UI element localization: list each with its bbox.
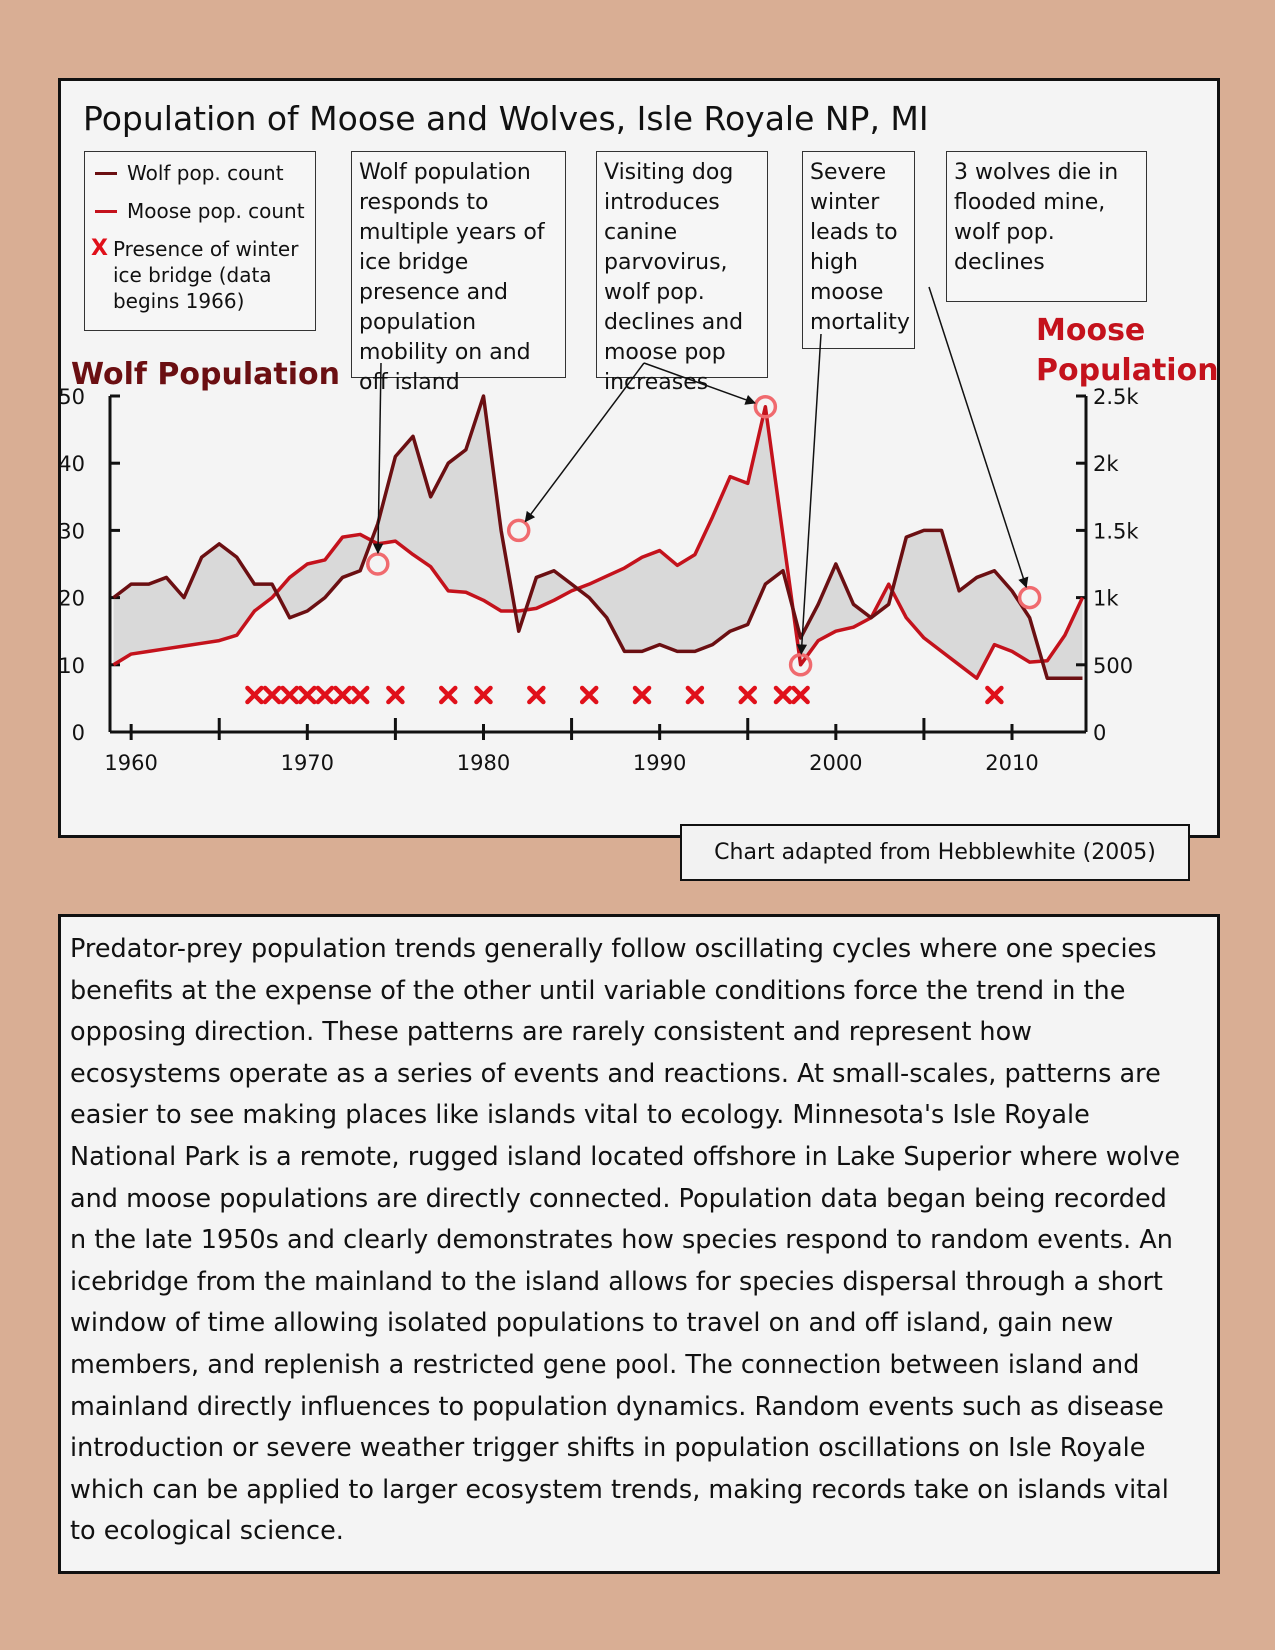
ice-bridge-marker: [579, 685, 599, 705]
ice-bridge-marker: [985, 685, 1004, 705]
right-tick-label: 1k: [1093, 587, 1119, 611]
text-panel: Predator-prey population trends generall…: [58, 914, 1220, 1574]
highlight-circle: [1017, 585, 1042, 610]
left-tick-label: 10: [61, 654, 85, 678]
left-axis-title: Wolf Population: [71, 357, 340, 392]
moose-series-line: [112, 405, 1085, 680]
right-axis-title: Moose Population: [1036, 313, 1219, 388]
annotation-ice-bridge: Wolf population responds to multiple yea…: [351, 151, 566, 395]
ice-bridge-marker: [685, 685, 705, 705]
ice-bridge-marker: [474, 685, 493, 705]
legend-label-wolf: Wolf pop. count: [127, 161, 284, 185]
left-tick-label: 30: [61, 519, 85, 543]
right-tick-label: 2k: [1093, 452, 1119, 476]
right-tick-label: 500: [1093, 654, 1133, 678]
legend-label-ice: Presence of winter ice bridge (data begi…: [112, 237, 299, 313]
x-tick-label: 2010: [985, 751, 1038, 775]
chart-panel: Population of Moose and Wolves, Isle Roy…: [58, 78, 1220, 838]
ice-bridge-marker: [773, 685, 793, 705]
annotation-arrow: [524, 362, 645, 523]
left-tick-label: 40: [61, 452, 85, 476]
highlight-circle: [366, 552, 390, 576]
legend-item-ice: X Presence of winter ice bridge (data be…: [91, 236, 309, 314]
left-tick-label: 50: [61, 385, 85, 409]
x-tick-label: 1970: [281, 751, 334, 775]
highlight-circle: [753, 395, 778, 419]
ice-bridge-marker: [439, 685, 458, 705]
x-tick-label: 1990: [633, 751, 686, 775]
ice-bridge-marker: [262, 685, 282, 705]
left-tick-label: 0: [72, 721, 85, 745]
right-tick-label: 2.5k: [1093, 385, 1139, 409]
source-credit: Chart adapted from Hebblewhite (2005): [680, 824, 1190, 881]
legend-marker-ice: X: [91, 236, 108, 261]
ice-bridge-marker: [245, 685, 264, 705]
ice-bridge-marker: [350, 685, 370, 705]
chart-title: Population of Moose and Wolves, Isle Roy…: [83, 99, 929, 138]
ice-bridge-marker: [527, 685, 546, 705]
right-tick-label: 1.5k: [1093, 519, 1139, 543]
body-paragraph: Predator-prey population trends generall…: [70, 934, 1181, 1547]
annotation-arrow: [796, 333, 822, 655]
ice-bridge-marker: [315, 685, 335, 705]
ice-bridge-marker: [280, 685, 299, 705]
wolf-series-line: [112, 394, 1083, 680]
annotation-arrow: [372, 362, 384, 555]
legend-swatch-wolf: [95, 172, 117, 175]
x-tick-label: 2000: [809, 751, 862, 775]
annotation-severe-winter: Severe winter leads to high moose mortal…: [802, 151, 915, 349]
series-gap-fill: [113, 396, 1083, 679]
x-tick-label: 1960: [104, 751, 157, 775]
annotation-parvovirus: Visiting dog introduces canine parvoviru…: [596, 151, 768, 395]
ice-bridge-marker: [298, 685, 317, 705]
annotation-arrow: [928, 286, 1029, 589]
ice-bridge-marker: [632, 685, 652, 705]
legend-item-wolf: Wolf pop. count: [91, 160, 309, 186]
ice-bridge-marker: [738, 685, 757, 705]
annotation-arrow: [643, 362, 757, 405]
annotation-flooded-mine: 3 wolves die in flooded mine, wolf pop. …: [946, 151, 1147, 302]
x-tick-label: 1980: [457, 751, 510, 775]
right-tick-label: 0: [1093, 721, 1106, 745]
ice-bridge-marker: [333, 685, 352, 705]
legend-swatch-moose: [95, 210, 117, 213]
legend-item-moose: Moose pop. count: [91, 198, 309, 224]
highlight-circle: [506, 518, 531, 543]
left-tick-label: 20: [61, 587, 85, 611]
ice-bridge-marker: [791, 685, 810, 705]
legend-label-moose: Moose pop. count: [127, 199, 305, 223]
ice-bridge-marker: [386, 685, 405, 705]
chart-legend: Wolf pop. count Moose pop. count X Prese…: [84, 151, 316, 331]
